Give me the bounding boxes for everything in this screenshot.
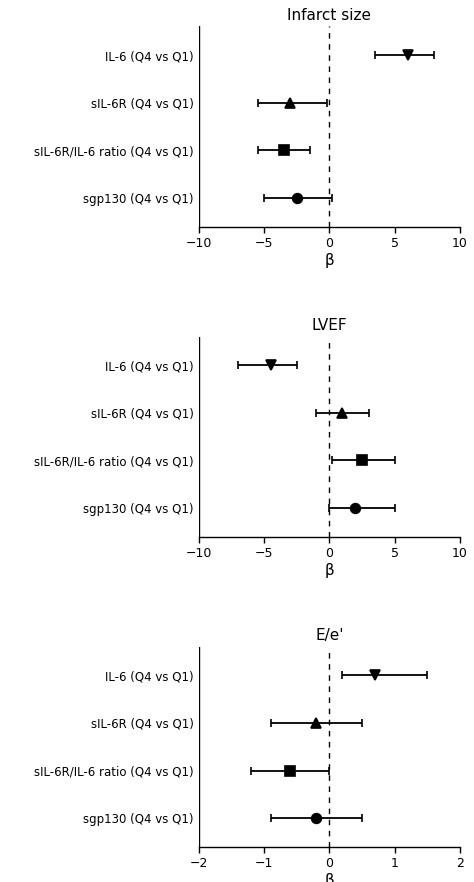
Title: Infarct size: Infarct size xyxy=(287,8,372,23)
X-axis label: β: β xyxy=(325,563,334,578)
Title: E/e': E/e' xyxy=(315,628,344,643)
X-axis label: β: β xyxy=(325,873,334,882)
Title: LVEF: LVEF xyxy=(311,318,347,333)
X-axis label: β: β xyxy=(325,253,334,268)
